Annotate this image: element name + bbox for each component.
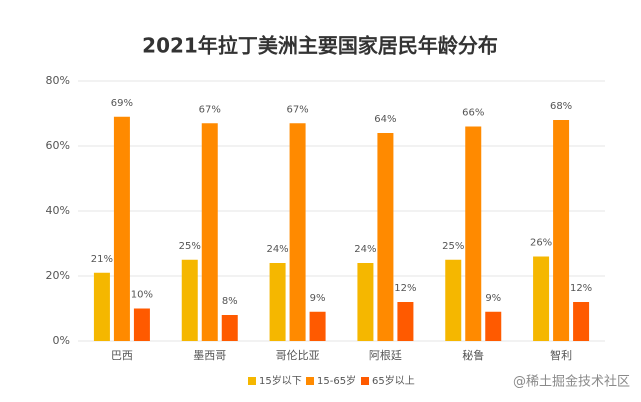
data-label: 69% bbox=[111, 98, 133, 109]
legend-swatch bbox=[248, 377, 256, 385]
y-tick-label: 0% bbox=[53, 334, 70, 347]
legend-swatch bbox=[306, 377, 314, 385]
legend-swatch bbox=[361, 377, 369, 385]
data-label: 24% bbox=[266, 244, 288, 255]
x-tick-label: 秘鲁 bbox=[462, 348, 484, 362]
x-tick-label: 巴西 bbox=[111, 349, 133, 362]
data-label: 10% bbox=[131, 290, 153, 301]
watermark: @稀土掘金技术社区 bbox=[513, 374, 630, 390]
bar bbox=[289, 123, 306, 341]
data-label: 9% bbox=[485, 293, 501, 304]
y-tick-label: 20% bbox=[46, 269, 70, 282]
data-label: 68% bbox=[550, 101, 572, 112]
bar bbox=[309, 311, 326, 341]
bar bbox=[553, 120, 570, 341]
bar bbox=[113, 116, 130, 341]
data-label: 67% bbox=[199, 104, 221, 115]
bar bbox=[93, 272, 110, 341]
bar bbox=[465, 126, 482, 341]
bar bbox=[201, 123, 218, 341]
bar bbox=[377, 133, 394, 341]
chart-title: 2021年拉丁美洲主要国家居民年龄分布 bbox=[142, 34, 498, 58]
data-label: 25% bbox=[442, 241, 464, 252]
bar bbox=[533, 256, 550, 341]
y-tick-label: 40% bbox=[46, 204, 70, 217]
data-label: 66% bbox=[462, 108, 484, 119]
legend-label: 65岁以上 bbox=[372, 374, 415, 387]
bar bbox=[573, 302, 590, 341]
data-label: 21% bbox=[91, 254, 113, 265]
data-label: 12% bbox=[570, 283, 592, 294]
bar bbox=[133, 308, 150, 341]
bar bbox=[445, 259, 462, 341]
x-tick-label: 阿根廷 bbox=[369, 348, 402, 362]
bar bbox=[485, 311, 502, 341]
bar bbox=[269, 263, 286, 341]
legend-label: 15-65岁 bbox=[317, 374, 356, 387]
data-label: 26% bbox=[530, 238, 552, 249]
data-label: 67% bbox=[286, 104, 308, 115]
data-label: 25% bbox=[179, 241, 201, 252]
data-label: 9% bbox=[310, 293, 326, 304]
bar bbox=[181, 259, 198, 341]
y-tick-label: 60% bbox=[46, 139, 70, 152]
legend-label: 15岁以下 bbox=[259, 374, 302, 387]
x-tick-label: 哥伦比亚 bbox=[276, 348, 320, 362]
data-label: 8% bbox=[222, 296, 238, 307]
bar bbox=[221, 315, 238, 341]
bar bbox=[397, 302, 414, 341]
x-tick-label: 墨西哥 bbox=[193, 349, 226, 362]
data-label: 24% bbox=[354, 244, 376, 255]
bar bbox=[357, 263, 374, 341]
y-tick-label: 80% bbox=[46, 74, 70, 87]
data-label: 12% bbox=[394, 283, 416, 294]
data-label: 64% bbox=[374, 114, 396, 125]
x-tick-label: 智利 bbox=[550, 348, 572, 362]
